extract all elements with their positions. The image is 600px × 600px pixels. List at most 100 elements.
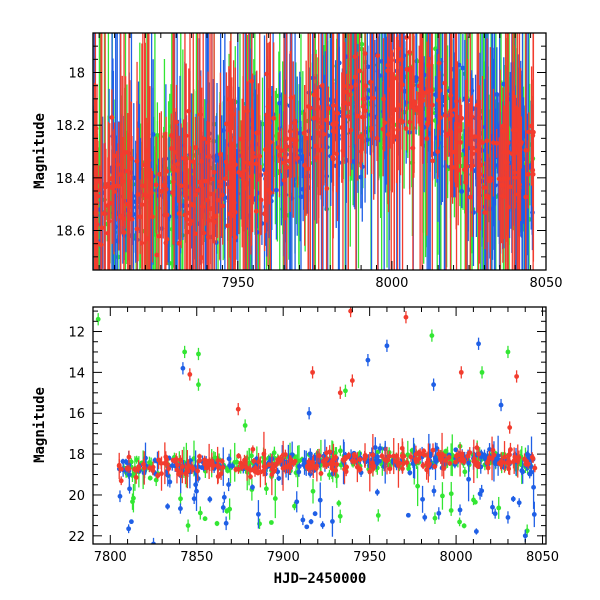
top-data-point xyxy=(523,147,529,153)
top-data-point xyxy=(529,123,534,129)
top-data-point xyxy=(331,122,337,128)
bottom-data-point xyxy=(197,454,202,459)
top-y-tick-label: 18.4 xyxy=(56,172,85,187)
outlier-point xyxy=(505,515,511,520)
bottom-data-point xyxy=(147,475,153,481)
top-data-point xyxy=(448,93,454,98)
top-data-point xyxy=(469,114,475,119)
top-data-point xyxy=(521,156,526,162)
bottom-data-point xyxy=(405,512,411,518)
top-data-point xyxy=(440,94,445,100)
bottom-data-point xyxy=(202,516,208,522)
bottom-data-point xyxy=(421,452,427,458)
bottom-data-point xyxy=(467,450,473,455)
bottom-data-point xyxy=(485,459,491,465)
bottom-data-point xyxy=(352,453,358,459)
top-data-point xyxy=(202,178,208,184)
bottom-data-point xyxy=(457,507,463,513)
bottom-data-point xyxy=(147,460,152,465)
top-data-point xyxy=(105,202,111,208)
bottom-data-point xyxy=(234,459,240,465)
outlier-point xyxy=(522,533,528,539)
top-data-point xyxy=(413,75,419,80)
bottom-data-point xyxy=(194,488,199,494)
top-data-point xyxy=(477,138,483,144)
outlier-point xyxy=(384,343,390,349)
top-data-point xyxy=(382,120,388,126)
top-data-point xyxy=(404,35,410,40)
bottom-data-point xyxy=(134,457,140,463)
outlier-point xyxy=(196,382,201,388)
bottom-data-point xyxy=(300,517,306,523)
top-panel: 7950 8000 8050 18 18.2 18.4 18.6 Magnitude xyxy=(32,32,563,291)
top-data-point xyxy=(175,161,181,167)
bottom-data-point xyxy=(124,466,130,471)
top-data-point xyxy=(374,135,380,141)
top-data-point xyxy=(236,169,242,175)
bottom-data-point xyxy=(126,472,132,477)
bottom-data-point xyxy=(175,462,180,468)
bottom-data-point xyxy=(195,468,201,474)
bottom-data-point xyxy=(256,459,261,465)
bottom-data-point xyxy=(336,500,342,506)
bottom-x-tick-label: 7900 xyxy=(267,550,300,565)
bottom-data-point xyxy=(221,494,227,500)
bottom-data-point xyxy=(116,463,122,469)
top-data-point xyxy=(257,153,263,159)
top-data-point xyxy=(482,210,488,215)
top-x-tick-label: 8000 xyxy=(375,276,408,291)
bottom-data-point xyxy=(310,488,316,494)
outlier-point xyxy=(505,349,511,355)
bottom-data-point xyxy=(308,519,314,525)
bottom-data-point xyxy=(173,456,179,462)
bottom-data-point xyxy=(443,458,449,463)
top-data-point xyxy=(386,131,391,137)
top-data-point xyxy=(293,137,299,143)
top-data-point xyxy=(513,127,519,133)
bottom-data-point xyxy=(413,459,419,464)
top-data-point xyxy=(271,115,277,121)
top-data-point xyxy=(316,130,322,136)
bottom-data-point xyxy=(532,465,538,471)
bottom-data-point xyxy=(324,462,330,468)
top-data-point xyxy=(120,179,126,184)
top-data-point xyxy=(345,114,351,119)
bottom-data-point xyxy=(133,475,139,480)
bottom-data-point xyxy=(229,463,235,469)
top-data-point xyxy=(156,233,162,239)
top-data-point xyxy=(230,175,235,180)
bottom-data-point xyxy=(320,522,326,528)
outlier-point xyxy=(431,382,437,388)
bottom-data-point xyxy=(490,504,495,510)
outlier-point xyxy=(185,523,191,529)
bottom-data-point xyxy=(333,454,338,460)
outlier-point xyxy=(306,410,312,416)
top-data-point xyxy=(400,119,405,125)
bottom-data-point xyxy=(285,463,290,469)
top-data-point xyxy=(360,114,365,120)
outlier-point xyxy=(507,425,513,430)
top-y-tick-label: 18.6 xyxy=(56,225,85,240)
top-data-point xyxy=(515,151,521,157)
top-data-point xyxy=(491,140,496,146)
top-data-point xyxy=(207,191,213,197)
top-data-point xyxy=(213,213,219,219)
top-data-point xyxy=(411,101,417,107)
outlier-point xyxy=(187,372,193,377)
bottom-data-point xyxy=(400,466,405,472)
bottom-data-point xyxy=(239,464,245,470)
top-data-point xyxy=(116,183,122,189)
bottom-data-point xyxy=(477,491,483,497)
bottom-data-point xyxy=(334,461,340,467)
top-data-point xyxy=(496,176,502,182)
bottom-data-point xyxy=(432,515,438,521)
bottom-data-point xyxy=(432,455,438,461)
top-data-point xyxy=(182,212,188,218)
top-data-point xyxy=(423,90,429,96)
bottom-data-point xyxy=(407,470,413,476)
bottom-data-point xyxy=(233,467,239,472)
top-data-point xyxy=(435,149,441,155)
bottom-data-point xyxy=(379,453,385,459)
top-data-point xyxy=(353,82,359,88)
bottom-data-point xyxy=(510,496,516,502)
